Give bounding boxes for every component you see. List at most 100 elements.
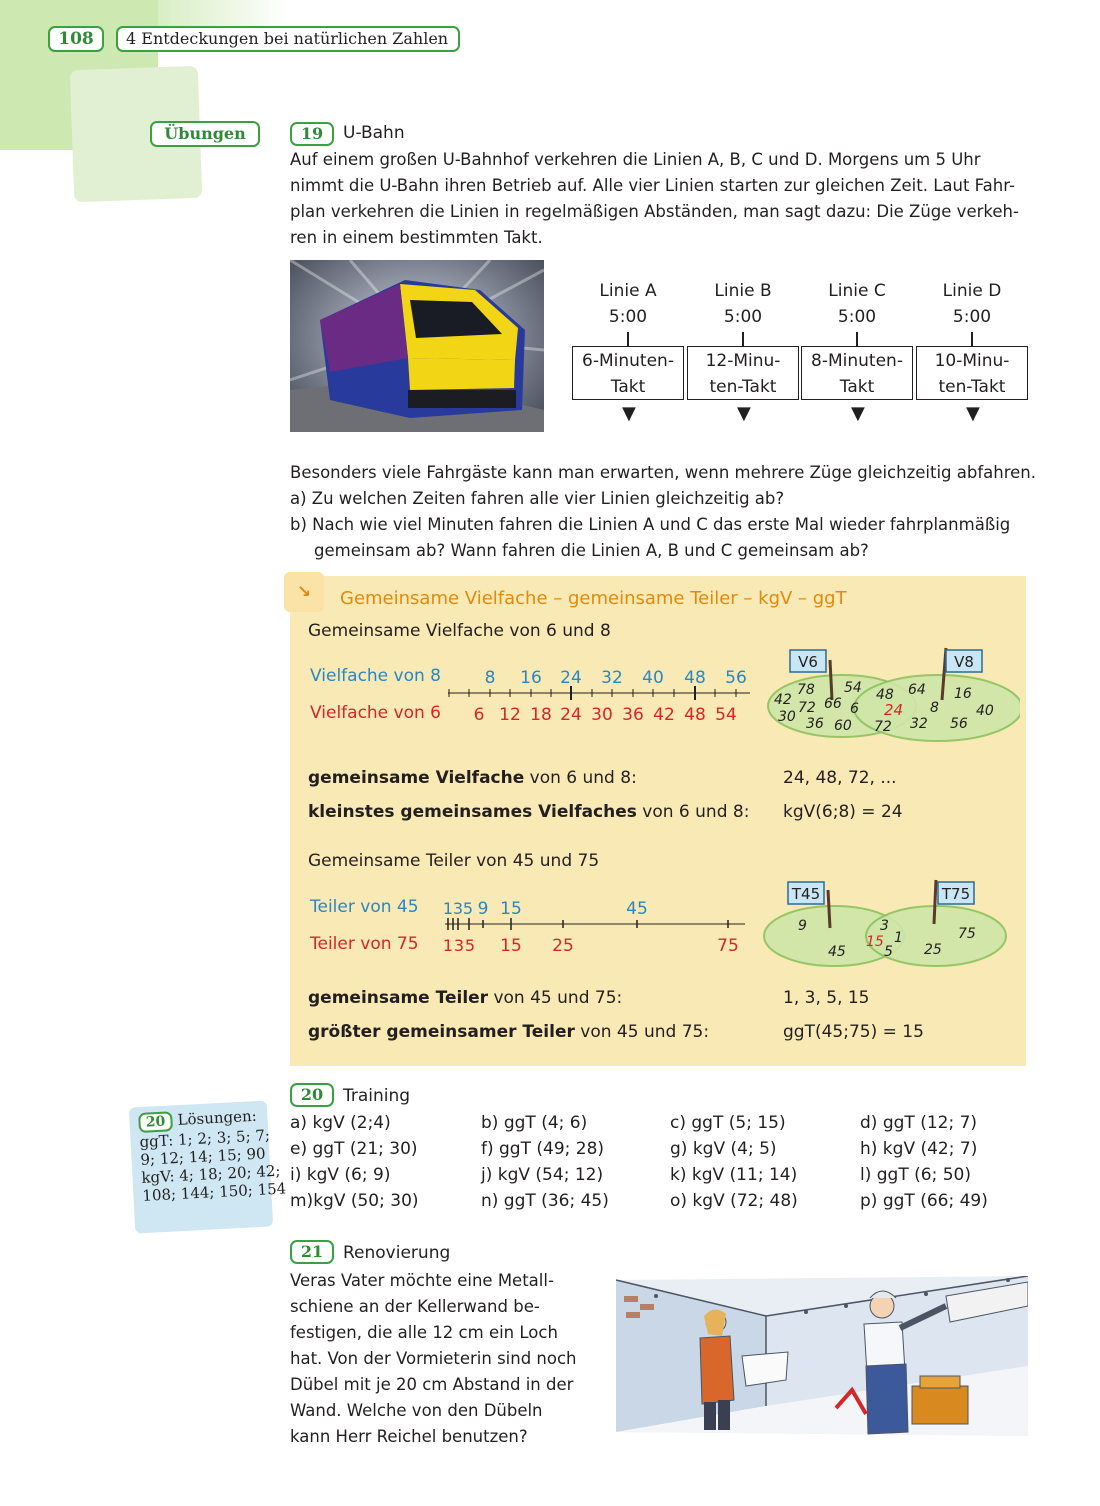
divisors-of-75-label: Teiler von 75: [310, 934, 419, 954]
venn-value: 72: [874, 719, 892, 735]
takt-text: Takt: [610, 377, 646, 397]
term-bold: gemeinsame Vielfache: [308, 768, 525, 788]
chapter-title: 4 Entdeckungen bei natürlichen Zahlen: [116, 26, 460, 52]
divisors-of-45-label: Teiler von 45: [310, 897, 419, 917]
venn-common-value: 24: [884, 701, 903, 719]
term-rest: von 6 und 8:: [636, 802, 750, 822]
task-21-line: schiene an der Kellerwand be-: [290, 1297, 540, 1316]
line-start-time: 5:00: [723, 307, 763, 327]
takt-box-d: 10-Minu- ten-Takt: [916, 346, 1028, 400]
flag-icon: [787, 881, 825, 905]
term-rest: von 6 und 8:: [524, 768, 637, 788]
multiples-of-8-label: Vielfache von 8: [310, 666, 442, 686]
task-21-number: 21: [290, 1240, 334, 1264]
line-start-time: 5:00: [837, 307, 877, 327]
venn-value: 16: [954, 686, 972, 702]
lcm-value: kgV(6;8) = 24: [783, 802, 903, 822]
exercise-item: j) kgV (54; 12): [481, 1165, 604, 1185]
venn-value: 30: [778, 709, 796, 725]
intro-line: Auf einem großen U-Bahnhof verkehren die…: [290, 150, 981, 169]
venn-value: 78: [797, 682, 815, 698]
takt-box-b: 12-Minu- ten-Takt: [687, 346, 799, 400]
section-label: Übungen: [150, 121, 260, 147]
venn-value: 40: [976, 703, 994, 719]
venn-value: 72: [798, 700, 816, 716]
info-box: [290, 576, 1026, 1066]
lcm-line: kleinstes gemeinsames Vielfaches von 6 u…: [308, 802, 749, 822]
multiple-6-value: 42: [653, 705, 675, 725]
multiple-8-value: 40: [642, 668, 664, 688]
venn-value: 1: [894, 930, 903, 946]
divisor-45-value: 5: [463, 899, 473, 918]
solutions-number: 20: [138, 1111, 174, 1133]
exercise-item: m)kgV (50; 30): [290, 1191, 419, 1211]
connector-tick: [627, 332, 629, 346]
divisor-75-value: 25: [552, 936, 574, 956]
flag-t45-label: T45: [791, 885, 820, 903]
venn-value: 45: [828, 944, 846, 960]
info-box-title: Gemeinsame Vielfache – gemeinsame Teiler…: [340, 588, 847, 609]
task-19-question-b: b) Nach wie viel Minuten fahren die Lini…: [290, 515, 1011, 534]
multiple-6-value: 24: [560, 705, 582, 725]
flag-t75-label: T75: [941, 885, 970, 903]
connector-tick: [742, 332, 744, 346]
line-d-label: Linie D 5:00: [916, 278, 1028, 330]
multiple-8-value: 56: [725, 668, 747, 688]
line-start-time: 5:00: [608, 307, 648, 327]
multiple-6-value: 12: [499, 705, 521, 725]
gcd-line: größter gemeinsamer Teiler von 45 und 75…: [308, 1022, 709, 1042]
multiple-6-value: 36: [622, 705, 644, 725]
task-21-line: Wand. Welche von den Dübeln: [290, 1401, 543, 1420]
takt-box-c: 8-Minuten- Takt: [801, 346, 913, 400]
exercise-item: h) kgV (42; 7): [860, 1139, 978, 1159]
venn-common-value: 15: [866, 934, 884, 950]
task-20-number: 20: [290, 1083, 334, 1107]
term-rest: von 45 und 75:: [488, 988, 623, 1008]
multiple-6-value: 54: [715, 705, 737, 725]
divisors-number-line: 1 3 5 9 15 45 1 3 5 15 25 75: [443, 899, 745, 956]
exercise-item: f) ggT (49; 28): [481, 1139, 605, 1159]
task-19-question-a: a) Zu welchen Zeiten fahren alle vier Li…: [290, 489, 785, 508]
connector-tick: [971, 332, 973, 346]
task-19-title: U-Bahn: [343, 123, 405, 143]
multiples-number-line: 8 16 24 32 40 48 56 6 12 18 24 30 36 42 …: [448, 668, 750, 725]
arrow-down-icon: ▼: [622, 403, 636, 424]
divisor-45-value: 45: [626, 899, 648, 919]
takt-text: 12-Minu-: [705, 351, 781, 371]
line-c-label: Linie C 5:00: [801, 278, 913, 330]
divisor-75-value: 5: [465, 936, 475, 955]
task-19-after-text: Besonders viele Fahrgäste kann man erwar…: [290, 463, 1036, 482]
divisor-45-value: 9: [478, 899, 489, 919]
page-number: 108: [48, 26, 104, 52]
venn-value: 3: [880, 918, 889, 934]
exercise-item: n) ggT (36; 45): [481, 1191, 609, 1211]
connector-tick: [856, 332, 858, 346]
multiple-8-value: 24: [560, 668, 582, 688]
multiples-heading: Gemeinsame Vielfache von 6 und 8: [308, 621, 611, 641]
exercise-item: p) ggT (66; 49): [860, 1191, 988, 1211]
line-name: Linie D: [942, 281, 1002, 301]
exercise-item: d) ggT (12; 7): [860, 1113, 978, 1133]
task-21-text: Veras Vater möchte eine Metall- schiene …: [290, 1268, 590, 1450]
venn-value: 8: [930, 700, 939, 716]
exercise-item: l) ggT (6; 50): [860, 1165, 971, 1185]
common-multiples-value: 24, 48, 72, ...: [783, 768, 897, 788]
common-divisors-value: 1, 3, 5, 15: [783, 988, 870, 1008]
line-name: Linie A: [599, 281, 657, 301]
venn-value: 66: [824, 696, 842, 712]
takt-text: Takt: [839, 377, 875, 397]
takt-box-a: 6-Minuten- Takt: [572, 346, 684, 400]
line-name: Linie B: [714, 281, 772, 301]
multiples-venn-diagram: V6 V8 42 78 54 72 66 6 30 36 60 48 72 64…: [767, 647, 1020, 742]
takt-text: 8-Minuten-: [811, 351, 903, 371]
multiple-6-value: 30: [591, 705, 613, 725]
divisor-75-value: 75: [717, 936, 739, 956]
intro-line: plan verkehren die Linien in regelmäßige…: [290, 202, 1019, 221]
exercise-item: o) kgV (72; 48): [670, 1191, 798, 1211]
multiple-8-value: 16: [520, 668, 542, 688]
exercise-item: i) kgV (6; 9): [290, 1165, 391, 1185]
flag-icon: [937, 881, 975, 905]
task-19-intro: Auf einem großen U-Bahnhof verkehren die…: [290, 147, 1019, 251]
task-21-line: hat. Von der Vormieterin sind noch: [290, 1349, 577, 1368]
intro-line: ren in einem bestimmten Takt.: [290, 228, 543, 247]
